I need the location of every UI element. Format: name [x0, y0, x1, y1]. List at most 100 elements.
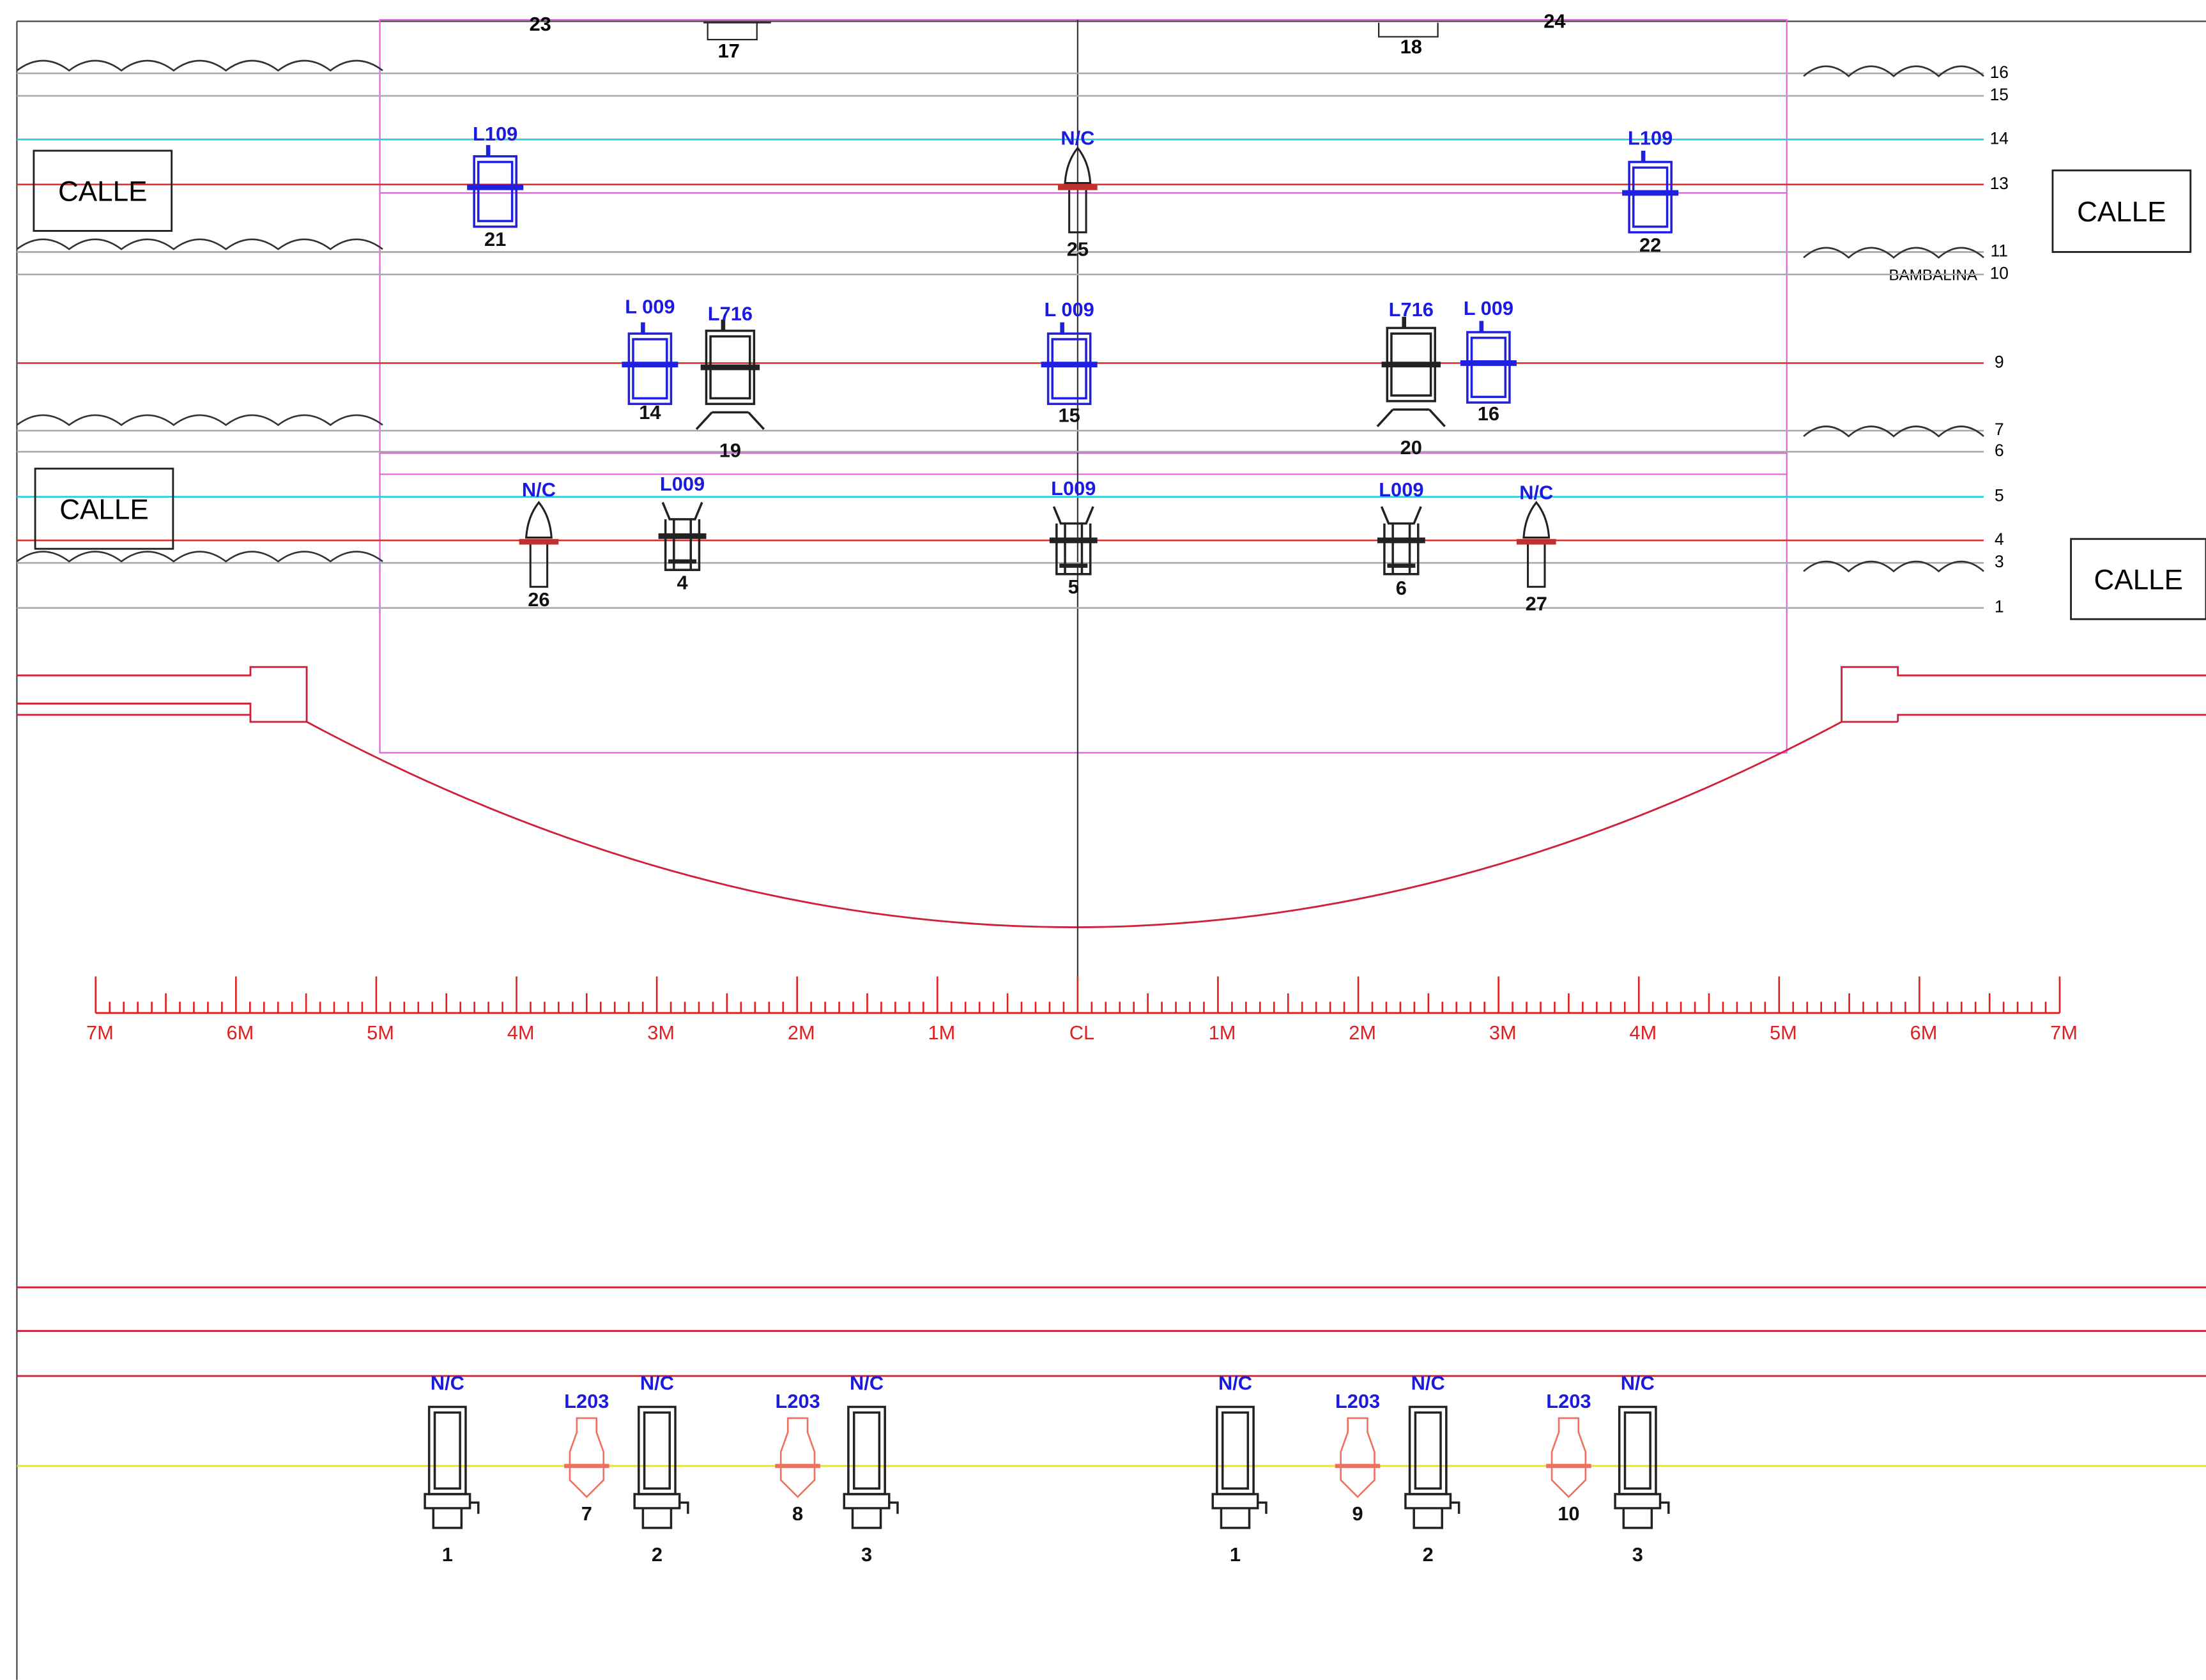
- calle-label: CALLE: [59, 494, 149, 525]
- fixture-label: L 009: [1045, 298, 1094, 321]
- fixture-partial: [703, 22, 1439, 41]
- fixture-label: N/C: [1621, 1371, 1655, 1394]
- scale-label: 2M: [1349, 1021, 1376, 1044]
- calle-label: CALLE: [2094, 565, 2184, 596]
- fixture-label: L203: [775, 1390, 820, 1412]
- fixture-symbol: [1622, 150, 1679, 234]
- pipe-number: 1: [1995, 597, 2004, 616]
- pipe-number: 7: [1995, 420, 2004, 439]
- fixture-base: [1211, 1493, 1268, 1529]
- border-curtain: [16, 414, 383, 427]
- fixture-symbol: [1058, 146, 1098, 234]
- fixture-body: [525, 501, 553, 588]
- fixture-symbol: [775, 1417, 820, 1499]
- fixture-label: L009: [1379, 478, 1423, 501]
- fixture-base: [424, 1493, 480, 1529]
- fixture-number: 22: [1639, 234, 1661, 256]
- fixture-number: 9: [1352, 1502, 1363, 1525]
- pipe-number: 6: [1995, 441, 2004, 460]
- calle-box: [2070, 538, 2206, 620]
- fixture-symbol: [1041, 322, 1098, 406]
- fixture-body: [433, 1411, 461, 1490]
- pipe-number: 4: [1995, 530, 2004, 549]
- fixture-label: L109: [473, 123, 517, 145]
- fixture-symbol: [658, 501, 707, 571]
- border-curtain: [16, 59, 383, 72]
- fixture-number: 20: [1400, 436, 1422, 459]
- fixture-number: 4: [677, 571, 687, 593]
- fixture-label: L009: [660, 473, 705, 495]
- fixture-label: N/C: [1519, 481, 1553, 503]
- fixture-symbol: [519, 501, 559, 588]
- border-curtain: [1803, 560, 1984, 573]
- fixture-symbol: [1377, 506, 1425, 576]
- pipe-number: 3: [1995, 552, 2004, 571]
- fixture-symbol: [1335, 1417, 1381, 1499]
- scale-label: CL: [1069, 1021, 1094, 1044]
- fixture-base: [843, 1493, 899, 1529]
- border-curtain: [16, 551, 383, 563]
- fixture-number: 26: [528, 588, 549, 611]
- fixture-body: [1064, 146, 1092, 234]
- scale-label: 7M: [86, 1021, 114, 1044]
- calle-box: [2051, 169, 2192, 253]
- fixture-label: L203: [564, 1390, 609, 1412]
- scale-label: 1M: [928, 1021, 955, 1044]
- fixture-number: 6: [1396, 577, 1407, 599]
- pipe-number: 10: [1990, 264, 2009, 283]
- fixture-number: 3: [1632, 1543, 1643, 1566]
- fixture-label: L203: [1335, 1390, 1380, 1412]
- fixture-number: 17: [718, 40, 740, 62]
- fixture-number: 1: [442, 1543, 453, 1566]
- fixture-number: 21: [484, 228, 506, 250]
- fixture-body: [1628, 160, 1673, 234]
- scale-label: 7M: [2050, 1021, 2078, 1044]
- fixture-symbol: [1211, 1405, 1268, 1529]
- calle-box: [34, 468, 174, 550]
- fixture-body: [1522, 501, 1551, 588]
- pipe-number: 14: [1990, 128, 2009, 148]
- proscenium: [17, 666, 2206, 928]
- fixture-body: [1632, 166, 1669, 228]
- fixture-label: N/C: [850, 1371, 884, 1394]
- fixture-symbol: [1546, 1417, 1591, 1499]
- fixture-number: 2: [1423, 1543, 1434, 1566]
- fixture-body: [1046, 332, 1092, 406]
- scale-label: 6M: [227, 1021, 254, 1044]
- fixture-barndoor: [695, 411, 765, 431]
- fixture-body: [477, 160, 514, 222]
- scale-label: 1M: [1209, 1021, 1236, 1044]
- fixture-label: L716: [708, 303, 753, 325]
- scale-label: 6M: [1910, 1021, 1938, 1044]
- calle-label: CALLE: [2077, 197, 2166, 228]
- scale-label: 5M: [1770, 1021, 1797, 1044]
- fixture-base: [633, 1493, 689, 1529]
- fixture-number: 16: [1478, 402, 1499, 425]
- fixture-label: N/C: [1411, 1371, 1445, 1394]
- fixture-number: 2: [652, 1543, 663, 1566]
- fixture-symbol: [467, 145, 524, 228]
- pipe-number: 5: [1995, 486, 2004, 505]
- fixture-symbol: [564, 1417, 609, 1499]
- border-curtain: [1803, 247, 1984, 259]
- fixture-symbol: [1516, 501, 1556, 588]
- fixture-body: [852, 1411, 881, 1490]
- fixture-symbol: [695, 319, 765, 431]
- fixture-base: [1404, 1493, 1460, 1529]
- fixture-body: [569, 1417, 605, 1499]
- scale-label: 2M: [788, 1021, 815, 1044]
- fixture-body: [632, 338, 668, 400]
- border-curtain: [1803, 425, 1984, 438]
- fixture-label: N/C: [431, 1371, 464, 1394]
- scale-label: 4M: [507, 1021, 535, 1044]
- fixture-label: L009: [1051, 477, 1096, 500]
- fixture-body: [1052, 506, 1094, 576]
- fixture-number: 25: [1067, 238, 1089, 260]
- fixture-body: [1551, 1417, 1587, 1499]
- fixture-symbol: [622, 322, 678, 406]
- fixture-number: 19: [719, 439, 741, 461]
- fixture-label: L716: [1389, 298, 1434, 321]
